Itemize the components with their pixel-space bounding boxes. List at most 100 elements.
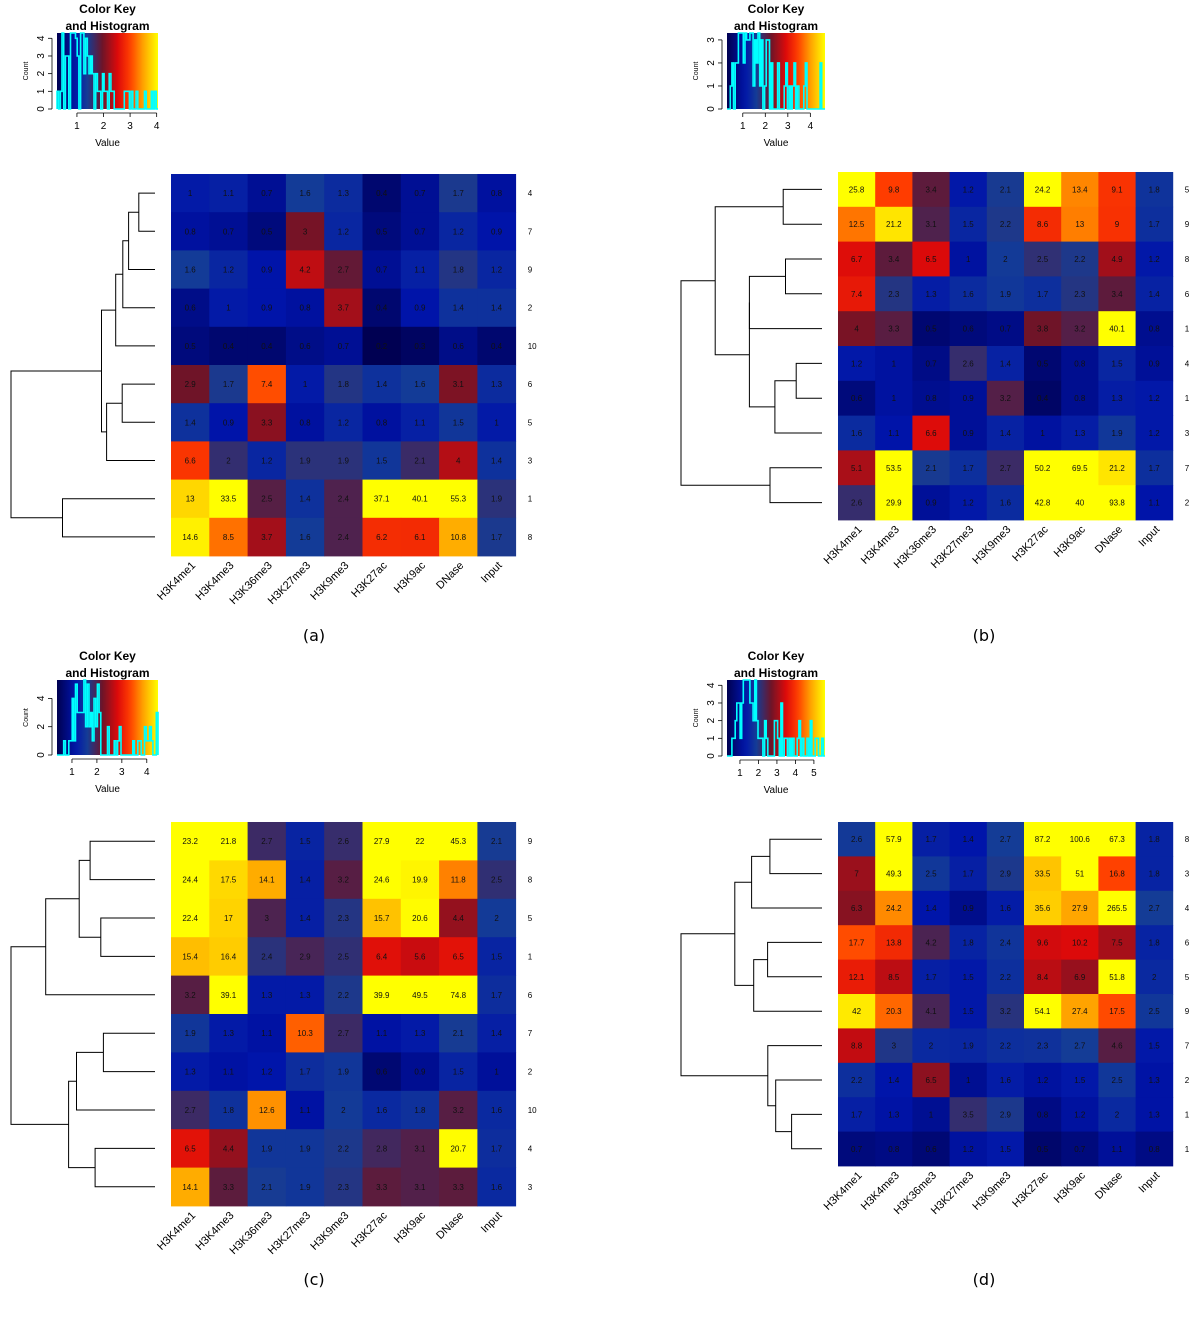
heatmap-cell: [912, 1097, 950, 1132]
heatmap-cell: [1135, 276, 1174, 312]
heatmap-cell: [362, 326, 402, 366]
cell-value-label: 6.9: [1074, 973, 1086, 982]
cell-value-label: 3.1: [414, 1183, 426, 1192]
caption-b: (b): [972, 626, 996, 645]
heatmap-cell: [477, 517, 517, 557]
cell-value-label: 0.6: [453, 342, 465, 351]
cell-value-label: 1.9: [963, 1042, 975, 1051]
cell-value-label: 2.9: [299, 952, 311, 961]
row-label: 1: [528, 952, 533, 961]
heatmap-cell: [838, 959, 876, 995]
cell-value-label: 1.3: [223, 1029, 235, 1038]
cell-value-label: 0.9: [1149, 359, 1161, 368]
key-y-tick-label: 2: [36, 70, 47, 76]
cell-value-label: 2.2: [1000, 220, 1012, 229]
heatmap-cell: [209, 326, 248, 366]
cell-value-label: 1.6: [1000, 499, 1012, 508]
dendrogram-branch: [767, 1045, 822, 1107]
cell-value-label: 1.5: [299, 837, 311, 846]
cell-value-label: 2.4: [261, 952, 273, 961]
heatmap-cell: [171, 1052, 210, 1092]
cell-value-label: 1: [892, 394, 897, 403]
cell-value-label: 9.1: [1111, 185, 1123, 194]
row-label: 4: [528, 189, 533, 198]
cell-value-label: 20.3: [886, 1007, 902, 1016]
heatmap-cell: [247, 1129, 287, 1168]
heatmap-cell: [171, 326, 210, 366]
dendrogram-branch: [94, 1147, 155, 1188]
heatmap-cell: [1061, 1062, 1099, 1098]
column-label: H3K9ac: [392, 559, 429, 596]
heatmap-cell: [1098, 276, 1136, 312]
cell-value-label: 1.7: [851, 1110, 863, 1119]
cell-value-label: 0.9: [963, 429, 975, 438]
heatmap-cell: [171, 365, 210, 404]
cell-value-label: 24.2: [886, 904, 902, 913]
cell-value-label: 45.3: [450, 837, 466, 846]
cell-value-label: 3: [265, 914, 270, 923]
heatmap-cell: [324, 250, 363, 289]
cell-value-label: 1.2: [851, 359, 863, 368]
column-label: DNase: [1093, 1170, 1125, 1202]
cell-value-label: 0.8: [185, 227, 197, 236]
cell-value-label: 2.2: [1074, 255, 1086, 264]
dendrogram-branch: [78, 859, 101, 938]
heatmap-cell: [986, 994, 1025, 1029]
cell-value-label: 1: [966, 1076, 971, 1085]
cell-value-label: 8.5: [223, 533, 235, 542]
cell-value-label: 0.8: [888, 1145, 900, 1154]
dendrogram-branch: [753, 959, 822, 1012]
cell-value-label: 2.1: [1000, 185, 1012, 194]
heatmap-cell: [949, 485, 988, 521]
cell-value-label: 7.5: [1111, 938, 1123, 947]
cell-value-label: 3.3: [223, 1183, 235, 1192]
cell-value-label: 1.7: [491, 991, 503, 1000]
heatmap-cell: [362, 975, 402, 1015]
heatmap-cell: [362, 1167, 402, 1207]
row-label: 5: [1185, 973, 1190, 982]
heatmap-cell: [285, 1167, 325, 1207]
heatmap-cell: [285, 326, 325, 366]
cell-value-label: 1.7: [1149, 220, 1161, 229]
cell-value-label: 2.2: [1000, 973, 1012, 982]
dendrogram-branch: [751, 855, 822, 909]
key-y-tick-label: 3: [706, 700, 717, 706]
color-key-subtitle: and Histogram: [65, 19, 149, 33]
row-dendrogram: [680, 188, 822, 504]
cell-value-label: 1.5: [376, 457, 388, 466]
heatmap-cell: [209, 250, 248, 289]
heatmap-cell: [400, 822, 440, 861]
heatmap-cell: [324, 212, 363, 251]
dendrogram-branch: [775, 1079, 822, 1133]
cell-value-label: 1.4: [1000, 359, 1012, 368]
heatmap-cell: [912, 1131, 950, 1167]
heatmap-cell: [324, 479, 363, 519]
key-ylabel: Count: [693, 709, 700, 728]
cell-value-label: 54.1: [1035, 1007, 1051, 1016]
key-y-tick-label: 1: [706, 83, 717, 89]
heatmap-cell: [400, 250, 440, 289]
cell-value-label: 2: [1152, 973, 1157, 982]
cell-value-label: 1.7: [491, 533, 503, 542]
heatmap-cell: [439, 1052, 478, 1092]
heatmap-cell: [477, 822, 517, 861]
heatmap-cell: [949, 241, 988, 277]
cell-value-label: 1.4: [925, 904, 937, 913]
cell-value-label: 3.4: [1111, 290, 1123, 299]
heatmap-cell: [875, 959, 913, 995]
color-key-subtitle: and Histogram: [734, 666, 818, 680]
heatmap-cell: [324, 365, 363, 404]
heatmap-cell: [209, 860, 248, 900]
heatmap-cell: [209, 403, 248, 442]
heatmap-cell: [209, 517, 248, 557]
heatmap-cell: [362, 898, 402, 938]
heatmap-cell: [1061, 346, 1099, 382]
cell-value-label: 0.9: [925, 499, 937, 508]
heatmap-cell: [1135, 450, 1174, 486]
dendrogram-branch: [102, 1032, 155, 1073]
cell-value-label: 2.7: [1000, 464, 1012, 473]
heatmap-cell: [1024, 172, 1062, 208]
cell-value-label: 2.1: [414, 457, 426, 466]
heatmap-cell: [949, 380, 988, 416]
cell-value-label: 23.2: [182, 837, 198, 846]
